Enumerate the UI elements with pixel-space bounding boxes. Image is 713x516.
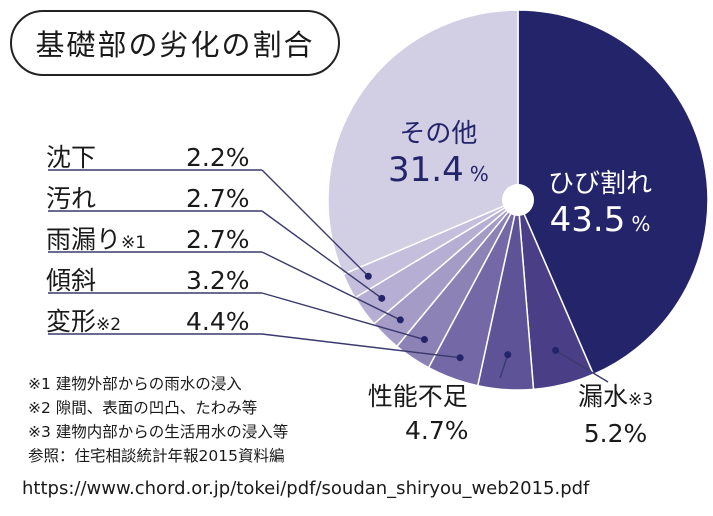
label-seinou-name: 性能不足 xyxy=(367,382,468,411)
legend-name: 変形 xyxy=(46,307,97,336)
source-citation: 参照：住宅相談統計年報2015資料編 xyxy=(28,447,285,465)
label-rousui-note: ※3 xyxy=(628,390,654,410)
label-hibiware: ひび割れ 43.5% xyxy=(548,168,652,246)
label-hibiware-name: ひび割れ xyxy=(548,169,653,199)
leader-dot-2 xyxy=(396,316,404,324)
label-sonota-value: 31.4 xyxy=(388,150,464,190)
legend-name: 沈下 xyxy=(46,143,97,172)
label-hibiware-unit: % xyxy=(631,212,651,236)
leader-line-2 xyxy=(261,251,401,321)
chart-title: 基礎部の劣化の割合 xyxy=(10,10,340,76)
legend-note: ※2 xyxy=(96,315,122,335)
footnote-1: ※1 建物外部からの雨水の浸入 xyxy=(28,375,242,393)
leader-line-3 xyxy=(261,292,425,341)
callout-dot-0 xyxy=(552,346,560,354)
legend-note: ※1 xyxy=(121,233,147,253)
label-seinou: 性能不足 4.7% xyxy=(367,380,469,448)
legend-name: 汚れ xyxy=(46,184,97,213)
legend-value: 3.2% xyxy=(186,266,250,295)
legend-value: 4.4% xyxy=(186,307,250,336)
pie-slice-0 xyxy=(517,9,709,376)
legend-name: 雨漏り xyxy=(46,225,122,254)
label-hibiware-value: 43.5 xyxy=(549,200,626,240)
source-url: https://www.chord.or.jp/tokei/pdf/soudan… xyxy=(22,478,590,499)
footnote-2: ※2 隙間、表面の凹凸、たわみ等 xyxy=(28,399,258,417)
label-sonota-unit: % xyxy=(469,162,489,186)
pie-slice-8 xyxy=(327,9,519,276)
leader-dot-4 xyxy=(456,354,464,362)
callout-line-0 xyxy=(555,349,609,383)
label-rousui-value: 5.2% xyxy=(583,419,648,448)
callout-line-1 xyxy=(499,354,509,379)
leader-line-4 xyxy=(261,333,461,359)
legend-value: 2.7% xyxy=(186,225,250,254)
leader-dot-1 xyxy=(378,294,386,302)
leader-dot-3 xyxy=(420,336,428,344)
leader-line-1 xyxy=(261,210,383,299)
label-sonota: その他 31.4% xyxy=(388,118,489,196)
pie-center-hole xyxy=(502,184,534,216)
label-rousui-name: 漏水 xyxy=(578,382,629,411)
leader-line-0 xyxy=(261,169,369,277)
pie-slices xyxy=(327,9,709,391)
label-seinou-value: 4.7% xyxy=(405,416,469,445)
leader-dot-0 xyxy=(364,272,372,280)
footnote-3: ※3 建物内部からの生活用水の浸入等 xyxy=(28,423,289,441)
label-rousui: 漏水※3 5.2% xyxy=(578,380,653,451)
footnotes: ※1 建物外部からの雨水の浸入 ※2 隙間、表面の凹凸、たわみ等 ※3 建物内部… xyxy=(28,372,288,468)
legend-name: 傾斜 xyxy=(46,266,97,295)
legend-leader-lines xyxy=(48,169,609,383)
legend-value: 2.2% xyxy=(186,143,250,172)
legend-value: 2.7% xyxy=(186,184,250,213)
label-sonota-name: その他 xyxy=(399,119,478,149)
callout-dot-1 xyxy=(504,351,512,359)
